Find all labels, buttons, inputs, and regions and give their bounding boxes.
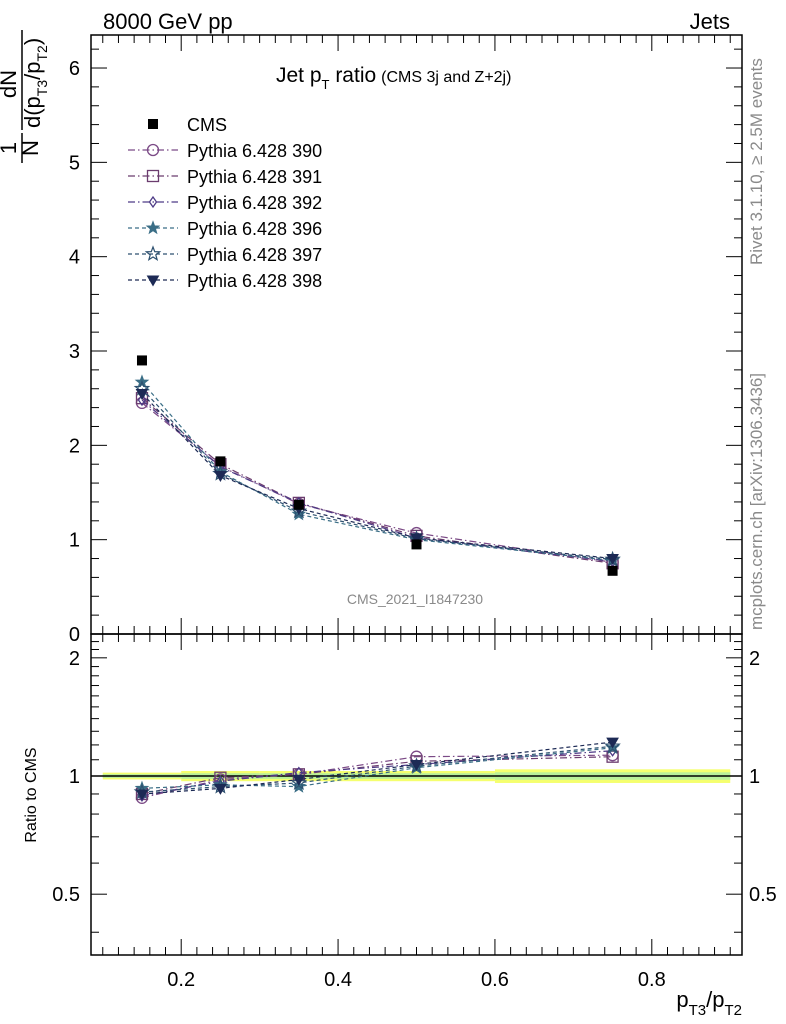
- y-tick-label: 3: [69, 341, 80, 363]
- series-ratio-point: [135, 789, 149, 801]
- series-line-main: [141, 402, 613, 563]
- legend-marker: [148, 195, 158, 209]
- y-tick-label: 1: [69, 530, 80, 552]
- legend-label: Pythia 6.428 390: [187, 141, 322, 161]
- series-point: [135, 388, 149, 400]
- title-small: (CMS 3j and Z+2j): [381, 69, 511, 86]
- series-point: [214, 471, 227, 483]
- series-ratio-point: [604, 737, 621, 754]
- y-label-one: 1: [0, 142, 21, 154]
- rivet-version-label: Rivet 3.1.10, ≥ 2.5M events: [747, 58, 766, 265]
- legend-label: CMS: [187, 115, 227, 135]
- legend-marker: [146, 143, 160, 157]
- analysis-watermark: CMS_2021_I1847230: [347, 591, 483, 607]
- legend: CMS Pythia 6.428 390 Pythia 6.428 391 Pythi…: [128, 115, 322, 291]
- legend-entry-5: Pythia 6.428 398: [128, 271, 322, 291]
- series-4: [133, 380, 621, 800]
- series-point: [137, 393, 147, 407]
- x-label-slash: /p: [706, 987, 724, 1012]
- cms-data: [136, 355, 618, 576]
- legend-label: Pythia 6.428 398: [187, 271, 322, 291]
- legend-entry-3: Pythia 6.428 396: [128, 219, 322, 239]
- y-label-d: d(pT3/pT2): [20, 38, 50, 128]
- series-line-ratio: [141, 741, 613, 795]
- legend-label: Pythia 6.428 392: [187, 193, 322, 213]
- series-ratio-point: [606, 737, 619, 749]
- x-tick-label: 0.6: [481, 969, 509, 991]
- series-point: [410, 533, 423, 545]
- title-main: Jet p: [276, 64, 322, 87]
- legend-entry-0: Pythia 6.428 390: [128, 141, 322, 161]
- legend-entry-4: Pythia 6.428 397: [128, 245, 322, 265]
- y-label-sub1: T3: [34, 80, 50, 97]
- series-line-main: [141, 399, 613, 562]
- series-ratio-point: [410, 759, 423, 771]
- x-axis-label: pT3/pT2: [676, 987, 742, 1019]
- x-tick-label: 0.4: [324, 969, 352, 991]
- ratio-tick-label: 2: [69, 648, 80, 670]
- chart-title: Jet pT ratio (CMS 3j and Z+2j): [276, 64, 511, 92]
- ratio-y-label: Ratio to CMS: [23, 747, 40, 842]
- series-line-main: [141, 397, 613, 564]
- series-point: [606, 554, 619, 566]
- x-tick-label: 0.8: [638, 969, 666, 991]
- y-tick-label: 2: [69, 435, 80, 457]
- legend-marker: [146, 275, 160, 287]
- legend-label: Pythia 6.428 397: [187, 245, 322, 265]
- y-label-slash: /p: [20, 62, 45, 80]
- y-tick-label: 0: [69, 624, 80, 646]
- title-rest: ratio: [329, 64, 376, 87]
- legend-marker: [146, 169, 160, 183]
- series-ratio-point: [292, 774, 306, 786]
- series-line-main: [141, 381, 613, 561]
- series-line-main: [141, 388, 613, 561]
- x-label-sub1: T3: [689, 1002, 707, 1019]
- ratio-tick-label-right: 1: [749, 766, 760, 788]
- x-label-sub2: T2: [724, 1002, 742, 1019]
- ratio-tick-label: 1: [69, 766, 80, 788]
- legend-entry-cms: CMS: [148, 115, 227, 135]
- legend-marker: [145, 220, 161, 235]
- legend-marker: [148, 119, 158, 129]
- series-ratio-point: [606, 750, 619, 763]
- cms-data-point: [411, 539, 422, 550]
- ratio-tick-label: 0.5: [52, 884, 80, 906]
- y-label-close: ): [20, 38, 45, 45]
- series-ratio-point: [214, 783, 227, 795]
- legend-entry-2: Pythia 6.428 392: [128, 193, 322, 213]
- axis-ticks: 0.2 0.4 0.6 0.8 0 1 2 3 4 5 6 0.5 0.5 1 1 2 2: [52, 35, 777, 991]
- cms-data-point: [293, 499, 304, 510]
- y-axis-label: 1 N dN d(pT3/pT2): [0, 30, 50, 163]
- y-tick-label: 4: [69, 247, 80, 269]
- header-energy: 8000 GeV pp: [103, 9, 233, 34]
- y-label-d-open: d(p: [20, 96, 45, 128]
- legend-label: Pythia 6.428 396: [187, 219, 322, 239]
- series-3: [134, 374, 620, 795]
- series-layer: [133, 355, 621, 804]
- y-tick-label: 5: [69, 152, 80, 174]
- ratio-tick-label-right: 2: [749, 648, 760, 670]
- cms-data-point: [607, 565, 618, 576]
- x-label-p: p: [676, 987, 688, 1012]
- cms-data-point: [215, 456, 226, 467]
- y-label-sub2: T2: [34, 45, 50, 62]
- mcplots-label: mcplots.cern.ch [arXiv:1306.3436]: [747, 373, 766, 630]
- legend-entry-1: Pythia 6.428 391: [128, 167, 322, 187]
- legend-label: Pythia 6.428 391: [187, 167, 322, 187]
- series-line-main: [141, 393, 613, 560]
- data-uncertainty-bands: [91, 769, 742, 783]
- cms-data-point: [136, 355, 147, 366]
- y-label-n: N: [18, 140, 43, 156]
- ratio-tick-label-right: 0.5: [749, 884, 777, 906]
- title-sub: T: [322, 77, 330, 92]
- ratio-plot-frame: [90, 633, 743, 956]
- y-tick-label: 6: [69, 58, 80, 80]
- x-tick-label: 0.2: [167, 969, 195, 991]
- y-label-dn: dN: [0, 70, 21, 98]
- legend-marker: [144, 245, 162, 262]
- header-process: Jets: [690, 9, 730, 34]
